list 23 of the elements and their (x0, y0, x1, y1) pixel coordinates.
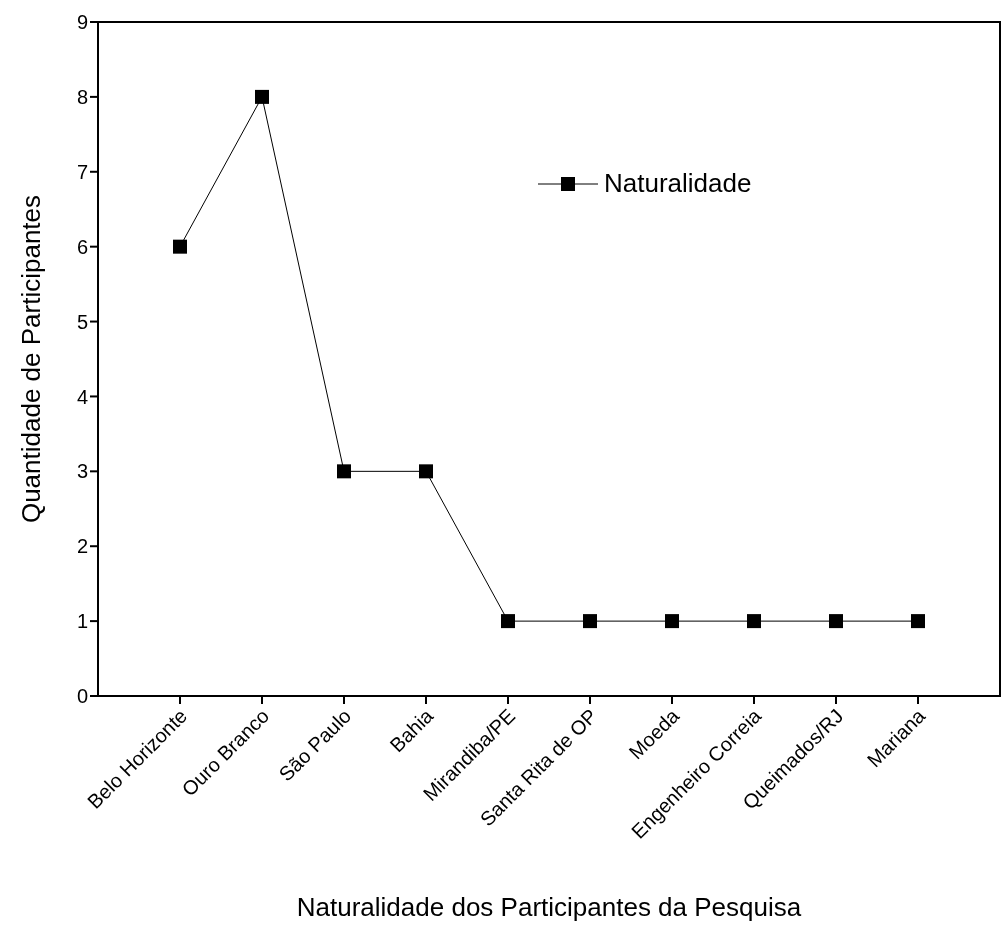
y-axis-title: Quantidade de Participantes (16, 194, 47, 524)
point (173, 239, 187, 254)
point (501, 614, 515, 629)
y-tick-label: 1 (76, 610, 88, 633)
point (255, 89, 269, 104)
point (911, 614, 925, 629)
point (337, 464, 351, 479)
y-tick-label: 4 (76, 385, 88, 408)
point (747, 614, 761, 629)
y-tick-label: 2 (76, 535, 88, 558)
y-tick-label: 0 (76, 685, 88, 708)
legend-label: Naturalidade (604, 168, 752, 199)
y-tick-label: 8 (76, 85, 88, 108)
y-tick-label: 5 (76, 310, 88, 333)
point (829, 614, 843, 629)
point (419, 464, 433, 479)
y-tick-label: 7 (76, 160, 88, 183)
point (665, 614, 679, 629)
y-tick-label: 6 (76, 235, 88, 258)
y-tick-label: 3 (76, 460, 88, 483)
point (583, 614, 597, 629)
y-tick-label: 9 (76, 11, 88, 34)
x-axis-title: Naturalidade dos Participantes da Pesquisa (296, 892, 802, 922)
